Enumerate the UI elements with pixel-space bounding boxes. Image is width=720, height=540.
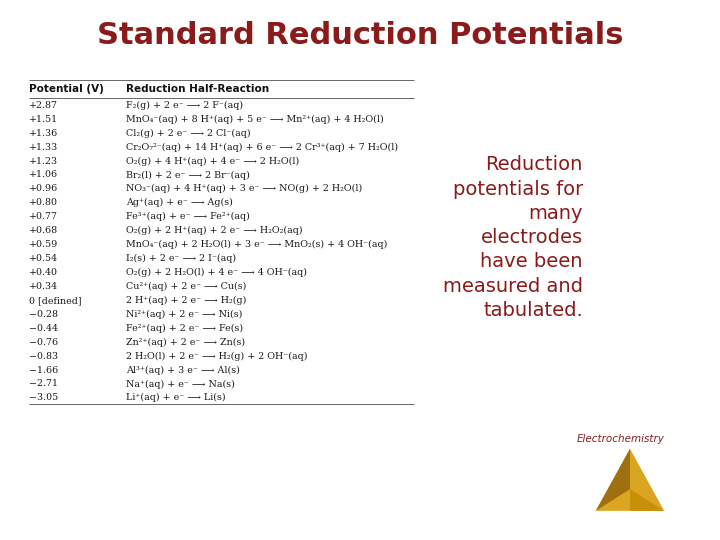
Text: NO₃⁻(aq) + 4 H⁺(aq) + 3 e⁻ ⟶ NO(g) + 2 H₂O(l): NO₃⁻(aq) + 4 H⁺(aq) + 3 e⁻ ⟶ NO(g) + 2 H…	[126, 184, 362, 193]
Text: −1.66: −1.66	[29, 366, 58, 375]
Text: 0 [defined]: 0 [defined]	[29, 296, 81, 305]
Text: O₂(g) + 2 H⁺(aq) + 2 e⁻ ⟶ H₂O₂(aq): O₂(g) + 2 H⁺(aq) + 2 e⁻ ⟶ H₂O₂(aq)	[126, 226, 302, 235]
Text: +0.34: +0.34	[29, 282, 58, 291]
Text: Fe²⁺(aq) + 2 e⁻ ⟶ Fe(s): Fe²⁺(aq) + 2 e⁻ ⟶ Fe(s)	[126, 323, 243, 333]
Text: +0.77: +0.77	[29, 212, 58, 221]
Text: I₂(s) + 2 e⁻ ⟶ 2 I⁻(aq): I₂(s) + 2 e⁻ ⟶ 2 I⁻(aq)	[126, 254, 236, 263]
Text: Electrochemistry: Electrochemistry	[576, 434, 665, 444]
Text: −3.05: −3.05	[29, 393, 58, 402]
Text: −0.83: −0.83	[29, 352, 58, 361]
Text: Cl₂(g) + 2 e⁻ ⟶ 2 Cl⁻(aq): Cl₂(g) + 2 e⁻ ⟶ 2 Cl⁻(aq)	[126, 129, 251, 138]
Text: +0.54: +0.54	[29, 254, 58, 263]
Text: +1.33: +1.33	[29, 143, 58, 152]
Text: Standard Reduction Potentials: Standard Reduction Potentials	[96, 21, 624, 50]
Text: Reduction
potentials for
many
electrodes
have been
measured and
tabulated.: Reduction potentials for many electrodes…	[443, 156, 582, 320]
Text: +0.68: +0.68	[29, 226, 58, 235]
Text: MnO₄⁻(aq) + 8 H⁺(aq) + 5 e⁻ ⟶ Mn²⁺(aq) + 4 H₂O(l): MnO₄⁻(aq) + 8 H⁺(aq) + 5 e⁻ ⟶ Mn²⁺(aq) +…	[126, 114, 384, 124]
Text: Reduction Half-Reaction: Reduction Half-Reaction	[126, 84, 269, 94]
Text: Cu²⁺(aq) + 2 e⁻ ⟶ Cu(s): Cu²⁺(aq) + 2 e⁻ ⟶ Cu(s)	[126, 282, 246, 291]
Polygon shape	[630, 489, 665, 511]
Text: +1.23: +1.23	[29, 157, 58, 166]
Text: −0.28: −0.28	[29, 310, 58, 319]
Text: +0.59: +0.59	[29, 240, 58, 249]
Text: O₂(g) + 4 H⁺(aq) + 4 e⁻ ⟶ 2 H₂O(l): O₂(g) + 4 H⁺(aq) + 4 e⁻ ⟶ 2 H₂O(l)	[126, 157, 300, 166]
Text: +1.51: +1.51	[29, 114, 58, 124]
Text: O₂(g) + 2 H₂O(l) + 4 e⁻ ⟶ 4 OH⁻(aq): O₂(g) + 2 H₂O(l) + 4 e⁻ ⟶ 4 OH⁻(aq)	[126, 268, 307, 277]
Text: Potential (V): Potential (V)	[29, 84, 104, 94]
Text: 2 H₂O(l) + 2 e⁻ ⟶ H₂(g) + 2 OH⁻(aq): 2 H₂O(l) + 2 e⁻ ⟶ H₂(g) + 2 OH⁻(aq)	[126, 352, 307, 361]
Text: Cr₂O₇²⁻(aq) + 14 H⁺(aq) + 6 e⁻ ⟶ 2 Cr³⁺(aq) + 7 H₂O(l): Cr₂O₇²⁻(aq) + 14 H⁺(aq) + 6 e⁻ ⟶ 2 Cr³⁺(…	[126, 143, 398, 152]
Text: Ni²⁺(aq) + 2 e⁻ ⟶ Ni(s): Ni²⁺(aq) + 2 e⁻ ⟶ Ni(s)	[126, 310, 243, 319]
Text: −0.76: −0.76	[29, 338, 58, 347]
Polygon shape	[596, 449, 630, 511]
Text: Br₂(l) + 2 e⁻ ⟶ 2 Br⁻(aq): Br₂(l) + 2 e⁻ ⟶ 2 Br⁻(aq)	[126, 171, 250, 179]
Text: +2.87: +2.87	[29, 101, 58, 110]
Text: Al³⁺(aq) + 3 e⁻ ⟶ Al(s): Al³⁺(aq) + 3 e⁻ ⟶ Al(s)	[126, 366, 240, 375]
Text: +0.80: +0.80	[29, 198, 58, 207]
Text: −2.71: −2.71	[29, 380, 58, 388]
Text: +1.36: +1.36	[29, 129, 58, 138]
Text: Zn²⁺(aq) + 2 e⁻ ⟶ Zn(s): Zn²⁺(aq) + 2 e⁻ ⟶ Zn(s)	[126, 338, 245, 347]
Polygon shape	[596, 449, 665, 511]
Text: Na⁺(aq) + e⁻ ⟶ Na(s): Na⁺(aq) + e⁻ ⟶ Na(s)	[126, 380, 235, 388]
Text: +0.96: +0.96	[29, 184, 58, 193]
Text: +0.40: +0.40	[29, 268, 58, 277]
Text: Li⁺(aq) + e⁻ ⟶ Li(s): Li⁺(aq) + e⁻ ⟶ Li(s)	[126, 393, 225, 402]
Text: 2 H⁺(aq) + 2 e⁻ ⟶ H₂(g): 2 H⁺(aq) + 2 e⁻ ⟶ H₂(g)	[126, 296, 246, 305]
Text: F₂(g) + 2 e⁻ ⟶ 2 F⁻(aq): F₂(g) + 2 e⁻ ⟶ 2 F⁻(aq)	[126, 101, 243, 110]
Text: −0.44: −0.44	[29, 323, 58, 333]
Text: Fe³⁺(aq) + e⁻ ⟶ Fe²⁺(aq): Fe³⁺(aq) + e⁻ ⟶ Fe²⁺(aq)	[126, 212, 250, 221]
Text: MnO₄⁻(aq) + 2 H₂O(l) + 3 e⁻ ⟶ MnO₂(s) + 4 OH⁻(aq): MnO₄⁻(aq) + 2 H₂O(l) + 3 e⁻ ⟶ MnO₂(s) + …	[126, 240, 387, 249]
Text: Ag⁺(aq) + e⁻ ⟶ Ag(s): Ag⁺(aq) + e⁻ ⟶ Ag(s)	[126, 198, 233, 207]
Text: +1.06: +1.06	[29, 171, 58, 179]
